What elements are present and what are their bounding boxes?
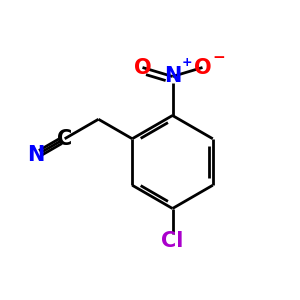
Text: +: + bbox=[182, 56, 192, 69]
Text: −: − bbox=[213, 50, 225, 65]
Text: C: C bbox=[57, 129, 72, 149]
Text: N: N bbox=[164, 67, 181, 86]
Text: N: N bbox=[27, 145, 45, 165]
Text: O: O bbox=[194, 58, 211, 77]
Text: Cl: Cl bbox=[161, 232, 184, 251]
Text: O: O bbox=[134, 58, 151, 77]
